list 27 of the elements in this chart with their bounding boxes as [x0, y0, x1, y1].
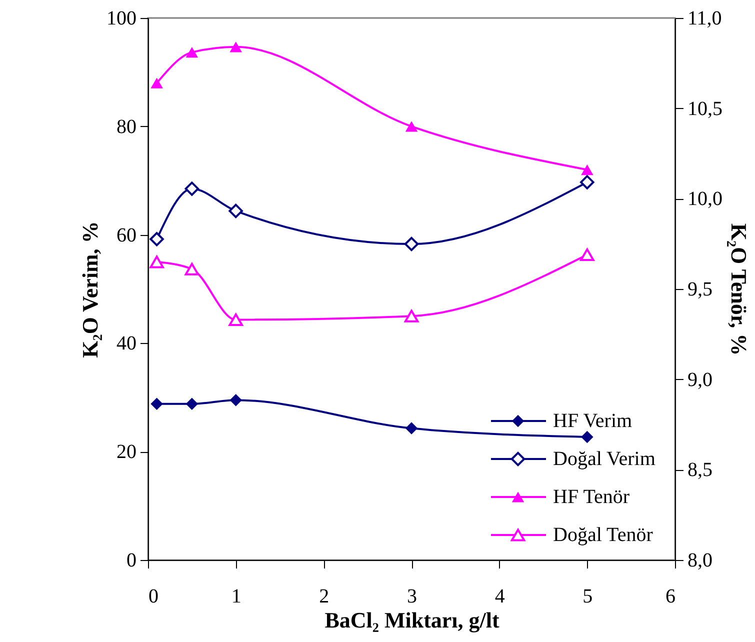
x-tick-label: 6	[666, 586, 676, 608]
y2-tick-label: 11,0	[688, 8, 722, 30]
y2-tick-label: 10,0	[688, 188, 722, 210]
legend-label: HF Verim	[553, 410, 633, 432]
x-tick-label: 3	[407, 586, 417, 608]
y-axis-title: K₂O Verim, %	[78, 221, 102, 358]
x-tick-label: 1	[231, 586, 242, 608]
y-tick-label: 60	[116, 224, 136, 246]
y2-tick-label: 8,5	[688, 459, 712, 482]
legend-label: HF Tenör	[553, 486, 630, 508]
x-tick-label: 2	[319, 586, 330, 608]
legend-label: Doğal Verim	[553, 448, 656, 470]
y-tick-label: 20	[116, 441, 136, 464]
x-tick-label: 5	[582, 586, 593, 608]
y2-tick-label: 10,5	[688, 98, 722, 120]
y2-tick-label: 9,5	[688, 278, 712, 300]
x-tick-label: 0	[148, 586, 158, 608]
y-tick-label: 100	[106, 8, 136, 30]
legend-label: Doğal Tenör	[553, 524, 654, 546]
x-tick-label: 4	[494, 586, 505, 608]
y2-tick-label: 8,0	[688, 550, 712, 572]
x-axis-title: BaCl₂ Miktarı, g/lt	[324, 608, 500, 632]
y-tick-label: 40	[116, 332, 136, 355]
y-tick-label: 0	[126, 550, 136, 572]
y2-axis-title: K₂O Tenör, %	[726, 223, 752, 356]
y-tick-label: 80	[116, 116, 136, 138]
y2-tick-label: 9,0	[688, 368, 712, 391]
